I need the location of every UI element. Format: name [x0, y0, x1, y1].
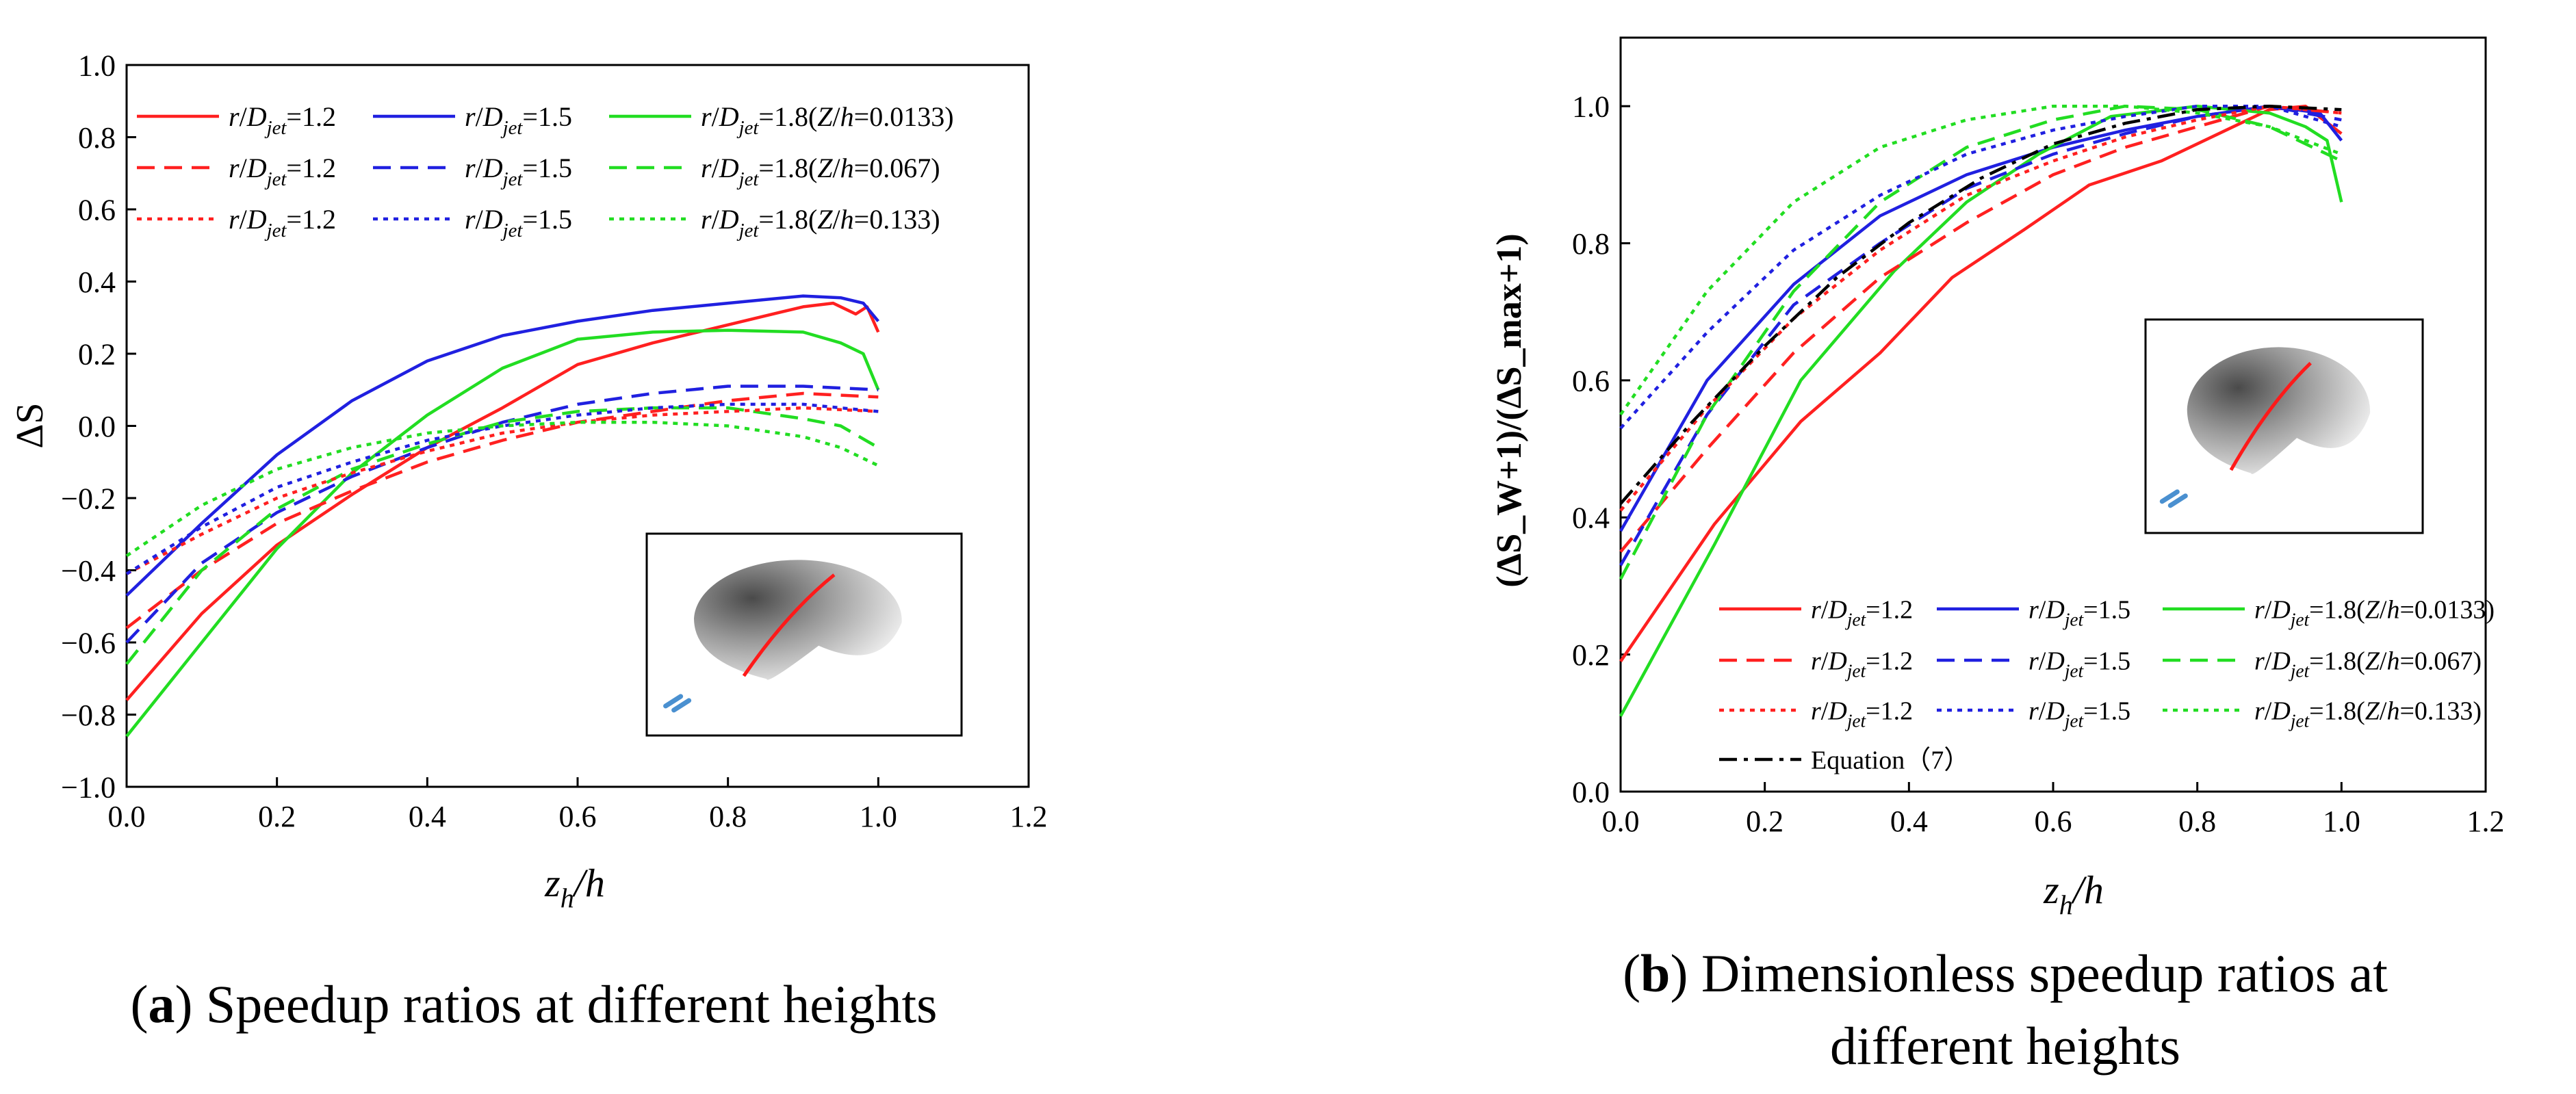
y-tick-label: −0.4 [61, 554, 116, 588]
series-line [125, 294, 880, 597]
x-tick-label: 1.0 [2323, 805, 2360, 838]
y-tick-label: −0.8 [61, 699, 116, 732]
y-axis-label: (ΔS_W+1)/(ΔS_max+1) [1490, 233, 1529, 587]
legend-label: r/Djet=1.8(Z/h=0.0133) [2254, 595, 2495, 629]
y-tick-label: 0.0 [1572, 775, 1610, 809]
x-tick-label: 1.0 [860, 800, 897, 833]
x-tick-label: 0.4 [1890, 805, 1928, 838]
legend-label: r/Djet=1.2 [1811, 595, 1913, 629]
legend-label: r/Djet=1.2 [229, 101, 336, 139]
legend-label: Equation（7） [1811, 746, 1970, 774]
series-line [125, 406, 879, 575]
dome-shape [2187, 347, 2371, 474]
panel-a-chart: 0.0 0.2 0.4 0.6 0.8 1.0 1.2 −1.0 −0.8 −0.6 −0.4 −0.… [9, 49, 1048, 913]
y-tick-label: 0.6 [1572, 364, 1610, 398]
y-tick-label: 0.8 [78, 121, 116, 155]
y-tick-label: −0.2 [61, 482, 116, 515]
profile-line [2229, 361, 2312, 471]
legend-label: r/Djet=1.5 [465, 204, 572, 242]
legend-label: r/Djet=1.5 [2028, 647, 2130, 681]
x-tick-label: 0.2 [1746, 805, 1783, 838]
caption-b-label: b [1640, 943, 1671, 1003]
x-tick-label: 0.8 [2178, 805, 2216, 838]
series-line [125, 385, 879, 644]
series-line [125, 301, 880, 701]
caption-a-label: a [148, 974, 175, 1034]
x-tick-label: 0.0 [1602, 805, 1640, 838]
x-tick-label: 0.8 [709, 800, 747, 833]
series-line [1619, 104, 2342, 505]
legend-label: r/Djet=1.8(Z/h=0.0133) [701, 101, 954, 139]
caption-a-text: Speedup ratios at different heights [192, 974, 938, 1034]
dome-shape [694, 560, 902, 680]
x-tick-label: 0.4 [409, 800, 446, 833]
legend-label: r/Djet=1.5 [2028, 696, 2130, 731]
y-tick-label: −0.6 [61, 626, 116, 660]
legend-label: r/Djet=1.5 [2028, 595, 2130, 629]
series-line [1619, 104, 2342, 566]
x-tick-label: 1.2 [1010, 800, 1048, 833]
y-tick-label: 0.2 [78, 337, 116, 371]
legend-label: r/Djet=1.2 [1811, 696, 1913, 731]
panel-b-chart: 0.0 0.2 0.4 0.6 0.8 1.0 1.2 0.0 0.2 0.4 0.6 0.8 1.0 z… [1490, 36, 2505, 920]
y-tick-label: 0.4 [78, 265, 116, 299]
x-tick-label: 0.6 [2035, 805, 2072, 838]
y-tick-label: 1.0 [78, 49, 116, 82]
y-tick-label: 0.4 [1572, 502, 1610, 535]
legend-label: r/Djet=1.2 [1811, 647, 1913, 681]
legend-label: r/Djet=1.5 [465, 153, 572, 190]
x-axis-label: zh/h [2043, 868, 2104, 920]
series-line [125, 406, 879, 666]
legend-label: r/Djet=1.2 [229, 153, 336, 190]
caption-b-line1: Dimensionless speedup ratios at [1688, 943, 2388, 1003]
legend-label: r/Djet=1.8(Z/h=0.133) [701, 204, 940, 242]
series-line [1619, 104, 2342, 553]
series-line [1619, 104, 2343, 580]
series-line [125, 420, 879, 558]
y-tick-label: 0.6 [78, 193, 116, 226]
legend-label: r/Djet=1.8(Z/h=0.067) [701, 153, 940, 190]
x-tick-label: 1.2 [2467, 805, 2505, 838]
legend-label: r/Djet=1.2 [229, 204, 336, 242]
profile-line [742, 573, 836, 677]
legend-label: r/Djet=1.8(Z/h=0.133) [2254, 696, 2482, 731]
series-line [1619, 104, 2342, 430]
y-tick-label: 1.0 [1572, 90, 1610, 124]
wind-arrow-icon [2167, 493, 2188, 508]
wind-arrow-icon [663, 694, 684, 709]
caption-a: (a) Speedup ratios at different heights [130, 974, 938, 1034]
series-line [125, 391, 879, 629]
y-tick-label: 0.2 [1572, 638, 1610, 672]
caption-b-line2: different heights [1830, 1016, 2180, 1076]
y-tick-label: 0.8 [1572, 227, 1610, 261]
caption-b: (b) Dimensionless speedup ratios at diffe… [1623, 943, 2388, 1076]
x-tick-label: 0.6 [559, 800, 597, 833]
y-axis-label: ΔS [9, 402, 51, 448]
wind-arrow-icon [2159, 489, 2180, 504]
y-tick-label: 0.0 [78, 410, 116, 443]
wind-arrow-icon [671, 698, 692, 713]
series-line [1619, 104, 2343, 717]
x-axis-label: zh/h [544, 861, 605, 913]
series-line [125, 402, 879, 575]
legend-label: r/Djet=1.5 [465, 101, 572, 139]
x-tick-label: 0.2 [258, 800, 296, 833]
y-tick-label: −1.0 [61, 770, 116, 804]
series-line [125, 328, 880, 738]
x-tick-label: 0.0 [108, 800, 146, 833]
legend-label: r/Djet=1.8(Z/h=0.067) [2254, 647, 2482, 681]
